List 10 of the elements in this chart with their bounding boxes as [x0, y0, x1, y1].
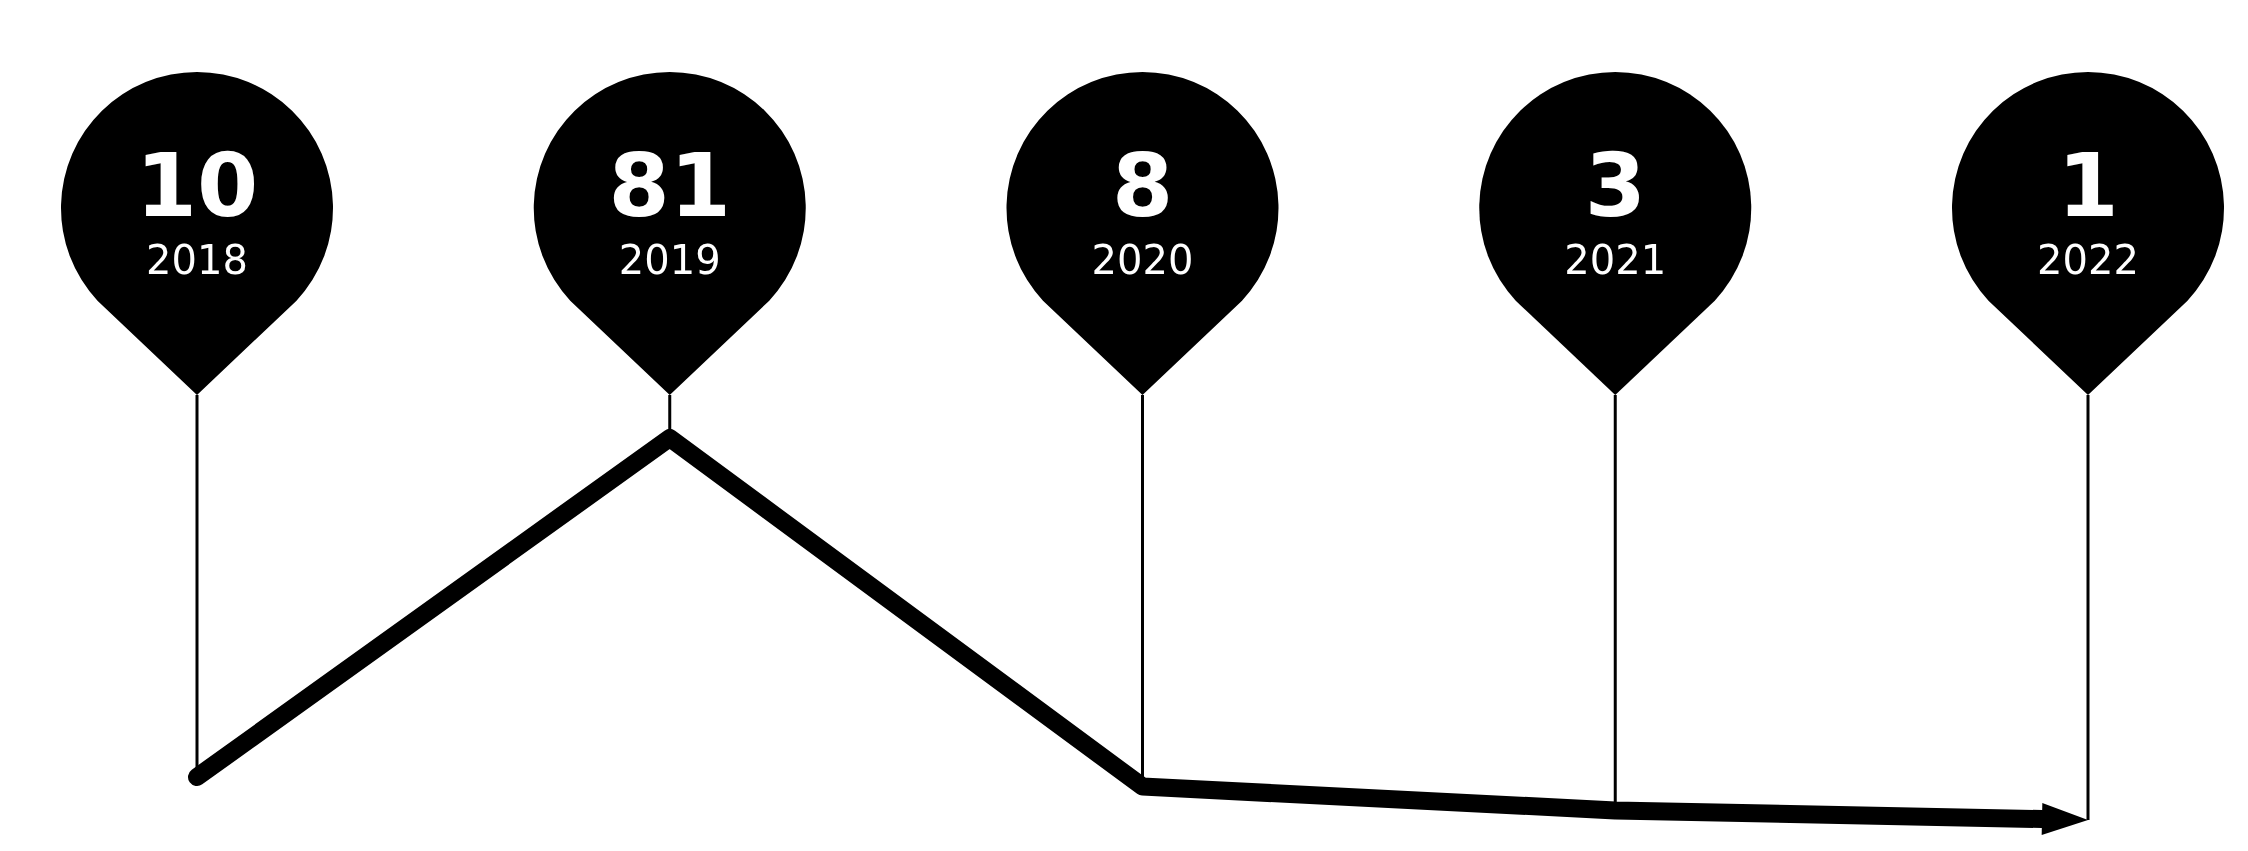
data-label: 8 — [1111, 134, 1174, 237]
x-tick-label: 2019 — [618, 237, 721, 283]
x-tick-label: 2020 — [1091, 237, 1194, 283]
data-label: 81 — [608, 134, 731, 237]
data-label: 3 — [1584, 134, 1646, 237]
x-tick-label: 2021 — [1564, 237, 1667, 283]
x-tick-label: 2018 — [146, 237, 248, 283]
data-label: 1 — [2057, 134, 2119, 237]
data-label: 10 — [135, 134, 259, 237]
x-tick-label: 2022 — [2037, 237, 2139, 283]
